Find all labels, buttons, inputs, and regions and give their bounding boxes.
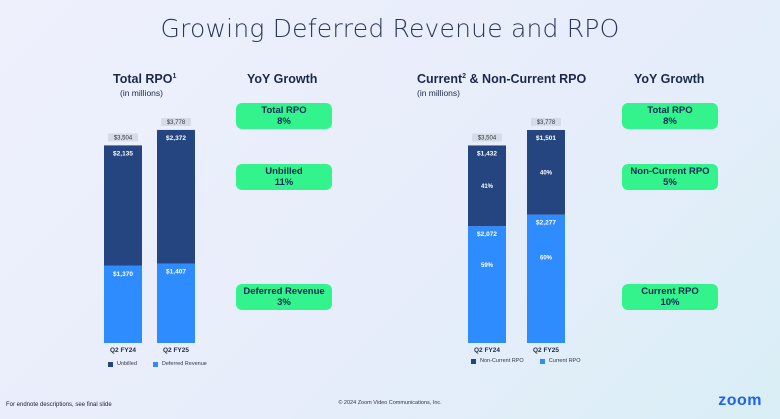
endnote-text: For endnote descriptions, see final slid… bbox=[6, 402, 112, 408]
yoy-pill-current-rpo: Current RPO 10% bbox=[622, 284, 718, 310]
x-tick-label: Q2 FY24 bbox=[110, 347, 136, 354]
left-yoy-heading: YoY Growth bbox=[247, 72, 318, 86]
legend-label-current-rpo: Current RPO bbox=[548, 358, 581, 364]
left-chart-heading: Total RPO1 bbox=[113, 72, 177, 86]
left-legend: Unbilled Deferred Revenue bbox=[108, 361, 207, 367]
legend-swatch-unbilled bbox=[108, 361, 113, 367]
bar-total-bg bbox=[472, 133, 502, 142]
bar-total-label: $3,778 bbox=[167, 120, 186, 126]
bar-segment-0-1-bottom bbox=[157, 263, 195, 343]
yoy-pill-unbilled: Unbilled 11% bbox=[236, 164, 332, 190]
legend-label-non-current-rpo: Non-Current RPO bbox=[480, 358, 524, 364]
yoy-pill-deferred-revenue: Deferred Revenue 3% bbox=[236, 284, 332, 310]
bar-value-label: $2,277 bbox=[536, 220, 556, 227]
bar-total-bg bbox=[531, 118, 561, 126]
copyright-text: © 2024 Zoom Video Communications, Inc. bbox=[338, 400, 442, 406]
right-legend: Non-Current RPO Current RPO bbox=[471, 358, 581, 364]
zoom-logo: zoom bbox=[718, 392, 762, 409]
legend-label-deferred-revenue: Deferred Revenue bbox=[161, 361, 207, 367]
bar-value-label: $1,370 bbox=[113, 271, 133, 278]
legend-label-unbilled: Unbilled bbox=[117, 361, 137, 367]
bar-value-label: $2,072 bbox=[477, 231, 497, 238]
legend-swatch-current-rpo bbox=[539, 358, 545, 364]
bar-total-bg bbox=[161, 117, 191, 126]
bar-value-label: $2,372 bbox=[166, 135, 186, 142]
bar-value-label: $1,501 bbox=[536, 135, 556, 142]
bar-total-label: $3,504 bbox=[114, 135, 133, 141]
bar-segment-0-0-bottom bbox=[104, 265, 142, 343]
bar-total-bg bbox=[108, 133, 138, 142]
bar-segment-0-0-top bbox=[104, 145, 142, 266]
bar-value-label: $2,135 bbox=[113, 150, 133, 157]
bar-segment-0-1-top bbox=[157, 129, 195, 264]
x-tick-label: Q2 FY25 bbox=[163, 347, 189, 354]
right-chart-subheading: (in millions) bbox=[417, 88, 460, 98]
bar-segment-1-0-top bbox=[468, 145, 506, 227]
bar-value-label: $1,432 bbox=[477, 150, 497, 157]
bar-segment-1-1-bottom bbox=[527, 214, 565, 343]
left-chart-subheading: (in millions) bbox=[120, 88, 163, 98]
bar-percent-label: 60% bbox=[540, 255, 553, 261]
yoy-pill-total-rpo-right: Total RPO 8% bbox=[622, 103, 718, 129]
bar-value-label: $1,407 bbox=[166, 269, 186, 276]
yoy-pill-non-current-rpo: Non-Current RPO 5% bbox=[622, 164, 718, 190]
bar-percent-label: 59% bbox=[481, 263, 494, 269]
bar-total-label: $3,778 bbox=[537, 120, 556, 126]
bar-percent-label: 41% bbox=[481, 184, 494, 190]
slide-title: Growing Deferred Revenue and RPO bbox=[160, 14, 620, 43]
x-tick-label: Q2 FY24 bbox=[474, 347, 500, 354]
legend-swatch-deferred-revenue bbox=[152, 361, 158, 367]
right-yoy-heading: YoY Growth bbox=[634, 72, 705, 86]
bar-total-label: $3,504 bbox=[478, 135, 497, 141]
legend-swatch-non-current-rpo bbox=[471, 358, 476, 364]
bar-segment-1-0-bottom bbox=[468, 226, 506, 343]
bar-percent-label: 40% bbox=[540, 170, 553, 176]
bar-segment-1-1-top bbox=[527, 130, 565, 215]
x-tick-label: Q2 FY25 bbox=[533, 347, 559, 354]
right-chart-heading: Current2 & Non-Current RPO bbox=[417, 72, 587, 86]
yoy-pill-total-rpo-left: Total RPO 8% bbox=[236, 103, 332, 129]
